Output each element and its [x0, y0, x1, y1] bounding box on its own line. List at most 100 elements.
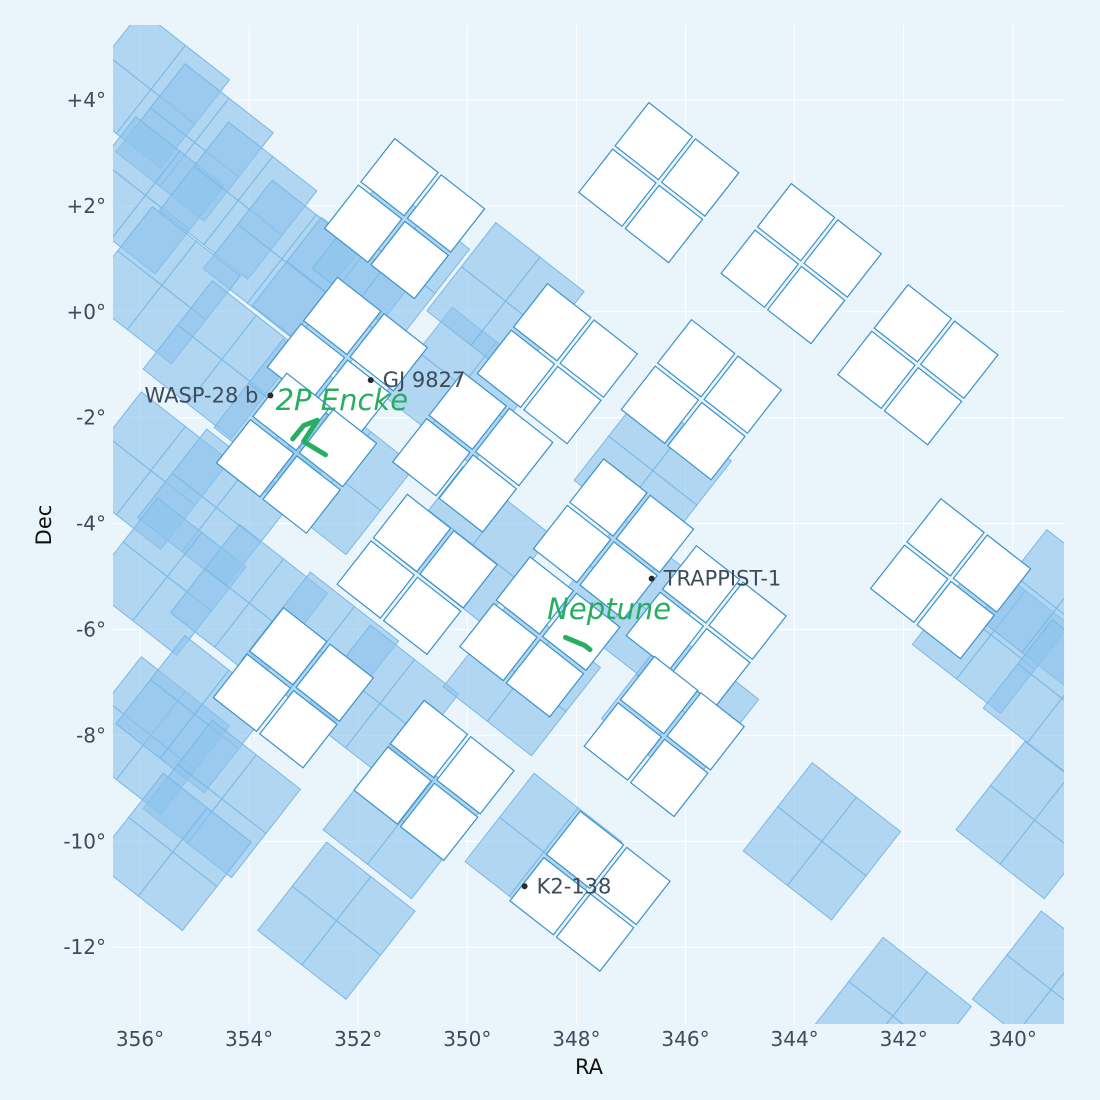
y-tick-label: -2° [76, 406, 106, 430]
sector-ccd [495, 556, 575, 635]
sso-track [290, 417, 328, 458]
target-dot [648, 575, 655, 582]
sector-ccd [766, 265, 846, 345]
sector-ccd [336, 540, 416, 619]
x-axis-label: RA [575, 1055, 604, 1079]
coverage-ccd [113, 59, 152, 135]
y-tick-label: -8° [76, 723, 106, 747]
sector-ccd [435, 735, 515, 815]
coverage-module [982, 618, 1064, 772]
sector-ccd [906, 497, 985, 577]
sector-ccd [837, 330, 916, 410]
coverage-module [257, 841, 416, 1001]
sector-ccd [474, 407, 554, 487]
sector-ccd [382, 576, 462, 656]
sector-ccd [555, 893, 635, 972]
sector-block [353, 699, 515, 862]
coverage-module [113, 205, 242, 365]
x-tick-label: 356° [116, 1027, 164, 1051]
sector-ccd [568, 458, 648, 537]
coverage-module [742, 761, 902, 921]
sector-block [509, 810, 671, 972]
sector-ccd [258, 689, 338, 769]
sector-block [391, 371, 554, 533]
sector-ccd [919, 320, 999, 400]
coverage-ccd [113, 250, 163, 331]
y-tick-label: -4° [76, 512, 106, 536]
sector-ccd [438, 454, 518, 533]
y-tick-label: +2° [67, 194, 106, 218]
coverage-ccd [1033, 781, 1064, 844]
sector-ccd [720, 229, 800, 309]
coverage-ccd [892, 971, 973, 1024]
x-tick-label: 346° [661, 1027, 709, 1051]
object-tracks: 2P Encke Neptune [276, 383, 671, 653]
sector-ccd [619, 655, 699, 735]
y-axis-label: Dec [32, 505, 56, 546]
y-tick-label: +0° [67, 300, 106, 324]
sector-ccd [372, 493, 452, 573]
sector-ccd [873, 283, 953, 363]
sector-block [625, 544, 788, 707]
sector-ccd [579, 540, 659, 620]
sector-ccd [512, 282, 592, 362]
sector-block [869, 497, 1032, 660]
sector-block [336, 493, 498, 656]
sector-ccd [360, 137, 439, 217]
target-dot [521, 883, 528, 890]
sector-block [720, 182, 883, 345]
sector-ccd [509, 856, 589, 936]
sector-ccd [262, 455, 342, 535]
sector-ccd [666, 691, 746, 771]
sector-ccd [505, 638, 585, 718]
x-tick-label: 344° [771, 1027, 819, 1051]
sector-ccd [458, 602, 538, 682]
sector-ccd [869, 544, 949, 624]
sector-ccd [476, 329, 556, 409]
sector-ccd [406, 174, 486, 253]
sector-ccd [532, 504, 612, 584]
sector-block [215, 372, 378, 535]
y-tick-label: +4° [67, 88, 106, 112]
x-tick-label: 354° [225, 1027, 273, 1051]
target-label: K2-138 [537, 874, 612, 898]
sector-block [323, 137, 486, 300]
sector-ccd [591, 846, 671, 926]
coverage-ccd [1055, 597, 1064, 615]
sector-block [532, 458, 695, 620]
y-tick-labels: +4° +2° +0° -2° -4° -6° -8° -10° -12° [63, 88, 106, 959]
target-label: TRAPPIST-1 [663, 567, 782, 591]
coverage-module [142, 280, 302, 439]
coverage-ccd [814, 980, 894, 1024]
sector-ccd [428, 371, 508, 451]
sector-ccd [615, 494, 695, 574]
sector-ccd [323, 184, 403, 264]
sector-ccd [545, 810, 625, 890]
x-tick-label: 348° [552, 1027, 600, 1051]
coverage-ccd [113, 169, 147, 238]
sso-label: 2P Encke [276, 383, 408, 417]
sector-block [620, 318, 783, 481]
sector-block [837, 283, 999, 446]
coverage-ccd [982, 663, 1063, 744]
coverage-module [971, 910, 1064, 1024]
sector-ccd [391, 417, 471, 497]
sector-ccd [883, 366, 963, 446]
sector-ccd [620, 365, 700, 445]
coverage-ccd [426, 265, 507, 347]
sector-ccd [629, 738, 709, 818]
outlined-sectors [212, 101, 1032, 972]
sector-ccd [302, 276, 382, 356]
sector-ccd [756, 182, 836, 262]
target: WASP-28 b [145, 383, 274, 407]
sector-ccd [295, 643, 375, 723]
x-tick-label: 340° [989, 1027, 1037, 1051]
sector-ccd [577, 148, 657, 228]
coverage-ccd [158, 165, 239, 246]
sector-ccd [916, 580, 996, 660]
target-label: WASP-28 b [145, 383, 259, 407]
coverage-ccd [464, 816, 545, 897]
coverage-ccd [742, 806, 823, 887]
sector-ccd [215, 418, 295, 498]
sector-ccd [370, 220, 450, 300]
